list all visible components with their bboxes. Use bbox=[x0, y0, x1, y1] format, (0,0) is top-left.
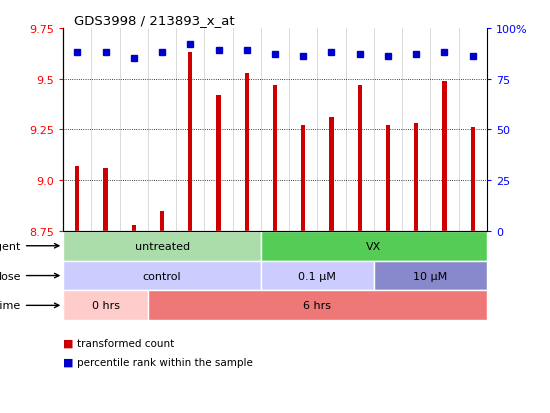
Bar bbox=[160, 211, 164, 231]
Text: ■: ■ bbox=[63, 338, 74, 348]
Text: ■: ■ bbox=[63, 357, 74, 367]
Text: dose: dose bbox=[0, 271, 59, 281]
Text: GDS3998 / 213893_x_at: GDS3998 / 213893_x_at bbox=[74, 14, 235, 27]
Bar bbox=[245, 74, 249, 231]
Bar bbox=[103, 169, 108, 231]
Text: control: control bbox=[143, 271, 182, 281]
Bar bbox=[374, 261, 487, 291]
Bar bbox=[148, 291, 487, 320]
Bar bbox=[301, 126, 305, 231]
Text: time: time bbox=[0, 301, 59, 311]
Text: 10 μM: 10 μM bbox=[413, 271, 447, 281]
Bar bbox=[386, 126, 390, 231]
Bar bbox=[63, 231, 261, 261]
Bar bbox=[188, 53, 192, 231]
Text: 6 hrs: 6 hrs bbox=[304, 301, 331, 311]
Text: 0 hrs: 0 hrs bbox=[92, 301, 119, 311]
Bar bbox=[358, 85, 362, 231]
Bar bbox=[63, 261, 261, 291]
Text: 0.1 μM: 0.1 μM bbox=[299, 271, 336, 281]
Bar bbox=[442, 81, 447, 231]
Bar bbox=[273, 85, 277, 231]
Bar bbox=[131, 225, 136, 231]
Text: transformed count: transformed count bbox=[77, 338, 174, 348]
Text: untreated: untreated bbox=[135, 241, 190, 251]
Bar bbox=[261, 231, 487, 261]
Bar bbox=[216, 96, 221, 231]
Bar bbox=[414, 124, 419, 231]
Bar bbox=[470, 128, 475, 231]
Bar bbox=[261, 261, 374, 291]
Text: percentile rank within the sample: percentile rank within the sample bbox=[77, 357, 253, 367]
Bar bbox=[75, 166, 80, 231]
Text: VX: VX bbox=[366, 241, 382, 251]
Text: agent: agent bbox=[0, 241, 59, 251]
Bar bbox=[329, 118, 334, 231]
Bar bbox=[63, 291, 148, 320]
